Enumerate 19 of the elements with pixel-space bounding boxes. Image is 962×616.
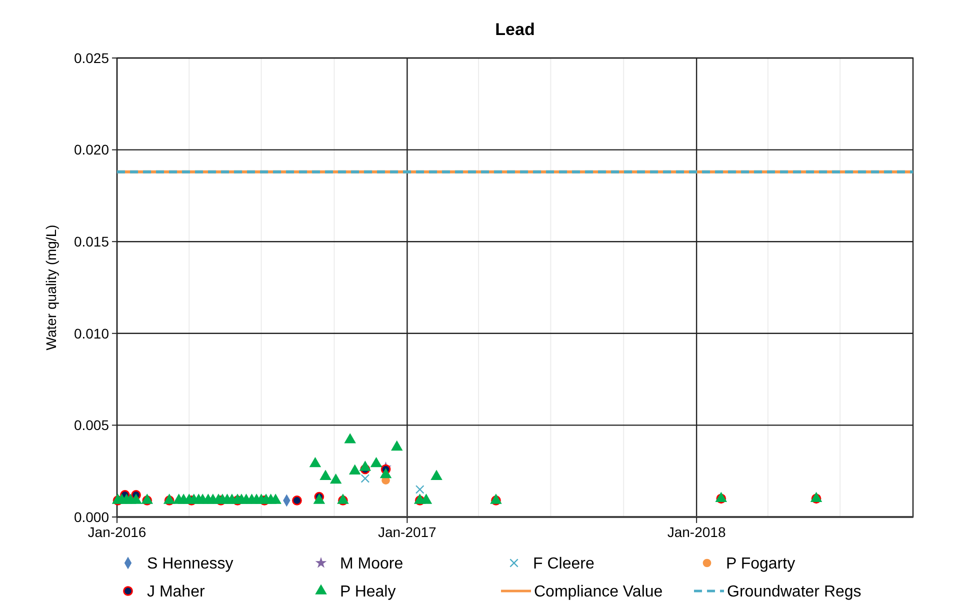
x-tick-label: Jan-2018 — [667, 524, 726, 540]
y-tick-label: 0.000 — [74, 508, 110, 525]
y-axis-title: Water quality (mg/L) — [43, 224, 59, 350]
legend-label: P Healy — [340, 584, 396, 601]
legend-label: M Moore — [340, 556, 404, 573]
legend-label: F Cleere — [533, 556, 594, 573]
y-tick-label: 0.020 — [74, 142, 110, 158]
x-tick-label: Jan-2017 — [378, 524, 437, 540]
legend-label: P Fogarty — [726, 556, 796, 573]
legend-label: Groundwater Regs — [727, 584, 862, 601]
x-tick-label: Jan-2016 — [88, 524, 146, 540]
y-tick-label: 0.010 — [74, 325, 110, 342]
y-tick-label: 0.015 — [74, 234, 110, 250]
y-tick-label: 0.005 — [74, 417, 110, 434]
legend-label: J Maher — [147, 584, 206, 601]
legend-label: Compliance Value — [534, 584, 663, 601]
y-tick-label: 0.025 — [74, 50, 110, 66]
chart-title: Lead — [495, 20, 535, 39]
legend-label: S Hennessy — [147, 556, 234, 573]
